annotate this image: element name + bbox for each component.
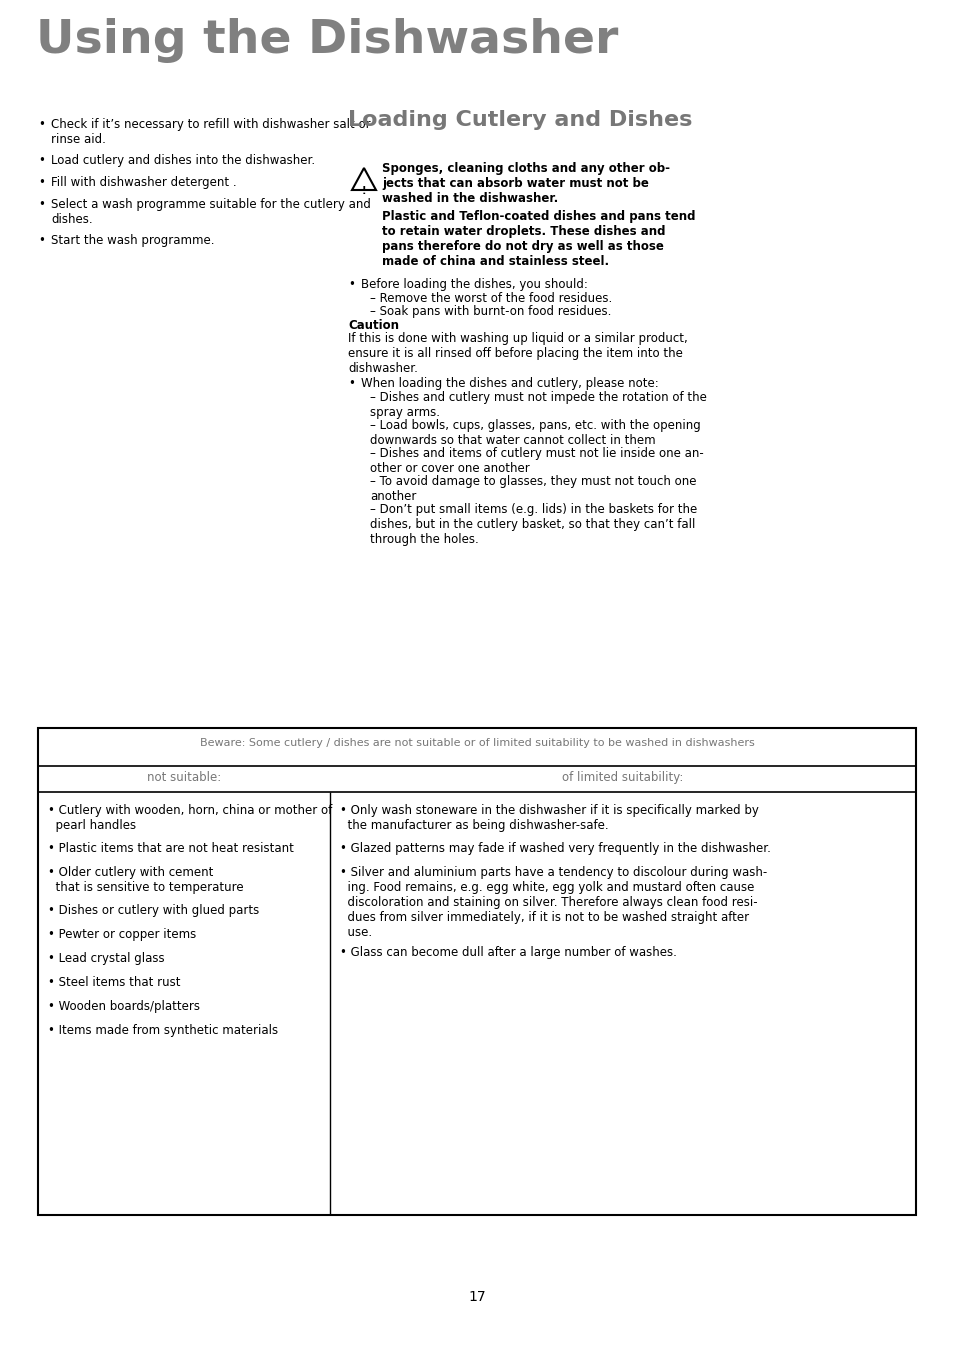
Text: Using the Dishwasher: Using the Dishwasher — [36, 18, 618, 63]
Text: • Pewter or copper items: • Pewter or copper items — [48, 928, 196, 942]
Text: Check if it’s necessary to refill with dishwasher salt or
rinse aid.: Check if it’s necessary to refill with d… — [51, 118, 370, 146]
Text: • Wooden boards/platters: • Wooden boards/platters — [48, 1000, 200, 1013]
Text: •: • — [38, 234, 45, 247]
Text: Caution: Caution — [348, 319, 398, 332]
Text: of limited suitability:: of limited suitability: — [561, 771, 683, 784]
Text: • Cutlery with wooden, horn, china or mother of
  pearl handles: • Cutlery with wooden, horn, china or mo… — [48, 804, 332, 832]
Text: – To avoid damage to glasses, they must not touch one
another: – To avoid damage to glasses, they must … — [370, 476, 696, 503]
Text: •: • — [348, 377, 355, 390]
Text: • Lead crystal glass: • Lead crystal glass — [48, 952, 165, 965]
Text: Fill with dishwasher detergent .: Fill with dishwasher detergent . — [51, 176, 236, 189]
Bar — [38, 728, 915, 1215]
Text: •: • — [38, 176, 45, 189]
Text: • Older cutlery with cement
  that is sensitive to temperature: • Older cutlery with cement that is sens… — [48, 866, 243, 894]
Text: !: ! — [361, 186, 366, 196]
Text: – Dishes and items of cutlery must not lie inside one an-
other or cover one ano: – Dishes and items of cutlery must not l… — [370, 447, 703, 476]
Text: Start the wash programme.: Start the wash programme. — [51, 234, 214, 247]
Text: Plastic and Teflon-coated dishes and pans tend
to retain water droplets. These d: Plastic and Teflon-coated dishes and pan… — [381, 209, 695, 267]
Text: not suitable:: not suitable: — [147, 771, 221, 784]
Text: – Soak pans with burnt-on food residues.: – Soak pans with burnt-on food residues. — [370, 305, 611, 317]
Text: Loading Cutlery and Dishes: Loading Cutlery and Dishes — [348, 109, 692, 130]
Text: – Don’t put small items (e.g. lids) in the baskets for the
dishes, but in the cu: – Don’t put small items (e.g. lids) in t… — [370, 503, 697, 546]
Text: •: • — [38, 154, 45, 168]
Text: Before loading the dishes, you should:: Before loading the dishes, you should: — [360, 278, 587, 290]
Text: If this is done with washing up liquid or a similar product,
ensure it is all ri: If this is done with washing up liquid o… — [348, 332, 687, 376]
Text: • Steel items that rust: • Steel items that rust — [48, 975, 180, 989]
Text: 17: 17 — [468, 1290, 485, 1304]
Text: • Glass can become dull after a large number of washes.: • Glass can become dull after a large nu… — [339, 946, 677, 959]
Text: When loading the dishes and cutlery, please note:: When loading the dishes and cutlery, ple… — [360, 377, 659, 390]
Text: – Load bowls, cups, glasses, pans, etc. with the opening
downwards so that water: – Load bowls, cups, glasses, pans, etc. … — [370, 419, 700, 447]
Text: • Items made from synthetic materials: • Items made from synthetic materials — [48, 1024, 278, 1038]
Text: • Silver and aluminium parts have a tendency to discolour during wash-
  ing. Fo: • Silver and aluminium parts have a tend… — [339, 866, 766, 939]
Text: – Remove the worst of the food residues.: – Remove the worst of the food residues. — [370, 292, 612, 305]
Text: Select a wash programme suitable for the cutlery and
dishes.: Select a wash programme suitable for the… — [51, 199, 371, 226]
Text: • Only wash stoneware in the dishwasher if it is specifically marked by
  the ma: • Only wash stoneware in the dishwasher … — [339, 804, 758, 832]
Text: •: • — [348, 278, 355, 290]
Text: •: • — [38, 199, 45, 211]
Text: • Dishes or cutlery with glued parts: • Dishes or cutlery with glued parts — [48, 904, 259, 917]
Text: – Dishes and cutlery must not impede the rotation of the
spray arms.: – Dishes and cutlery must not impede the… — [370, 390, 706, 419]
Text: Load cutlery and dishes into the dishwasher.: Load cutlery and dishes into the dishwas… — [51, 154, 314, 168]
Text: • Plastic items that are not heat resistant: • Plastic items that are not heat resist… — [48, 842, 294, 855]
Text: •: • — [38, 118, 45, 131]
Text: :: : — [385, 319, 389, 332]
Text: Beware: Some cutlery / dishes are not suitable or of limited suitability to be w: Beware: Some cutlery / dishes are not su… — [199, 738, 754, 748]
Text: Sponges, cleaning cloths and any other ob-
jects that can absorb water must not : Sponges, cleaning cloths and any other o… — [381, 162, 669, 205]
Text: • Glazed patterns may fade if washed very frequently in the dishwasher.: • Glazed patterns may fade if washed ver… — [339, 842, 770, 855]
